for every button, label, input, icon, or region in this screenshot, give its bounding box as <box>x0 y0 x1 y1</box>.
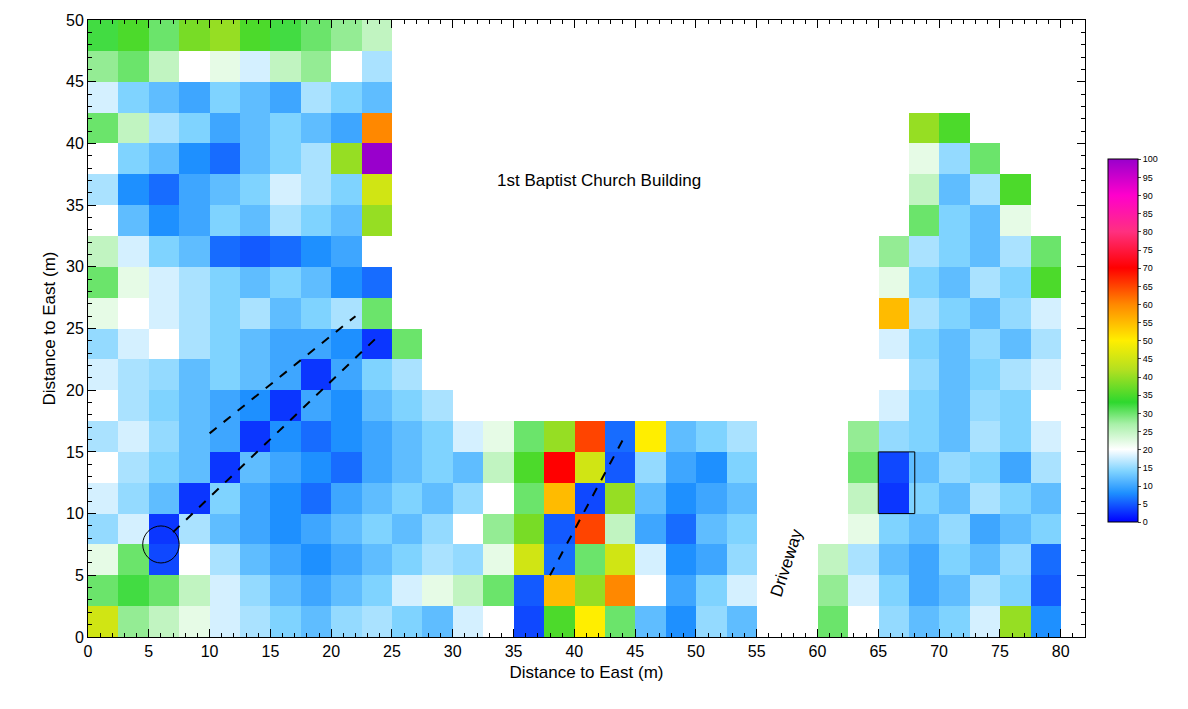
svg-text:20: 20 <box>322 643 340 660</box>
svg-text:20: 20 <box>1143 445 1153 455</box>
svg-text:10: 10 <box>1143 481 1153 491</box>
svg-text:55: 55 <box>748 643 766 660</box>
svg-text:75: 75 <box>1143 245 1153 255</box>
svg-text:75: 75 <box>991 643 1009 660</box>
svg-text:10: 10 <box>201 643 219 660</box>
svg-text:30: 30 <box>66 258 84 275</box>
svg-text:40: 40 <box>565 643 583 660</box>
svg-text:25: 25 <box>66 320 84 337</box>
svg-text:0: 0 <box>84 643 93 660</box>
svg-text:80: 80 <box>1052 643 1070 660</box>
svg-text:15: 15 <box>66 444 84 461</box>
svg-text:0: 0 <box>1143 517 1148 527</box>
svg-text:0: 0 <box>75 629 84 646</box>
svg-text:70: 70 <box>1143 263 1153 273</box>
svg-text:45: 45 <box>66 73 84 90</box>
svg-text:60: 60 <box>1143 300 1153 310</box>
svg-text:25: 25 <box>1143 427 1153 437</box>
svg-text:15: 15 <box>261 643 279 660</box>
svg-text:25: 25 <box>383 643 401 660</box>
svg-text:40: 40 <box>66 135 84 152</box>
svg-text:35: 35 <box>66 197 84 214</box>
svg-text:45: 45 <box>1143 354 1153 364</box>
svg-text:85: 85 <box>1143 209 1153 219</box>
svg-text:65: 65 <box>869 643 887 660</box>
svg-text:90: 90 <box>1143 191 1153 201</box>
svg-text:60: 60 <box>809 643 827 660</box>
svg-text:50: 50 <box>1143 336 1153 346</box>
svg-text:35: 35 <box>1143 390 1153 400</box>
svg-text:65: 65 <box>1143 282 1153 292</box>
svg-text:95: 95 <box>1143 173 1153 183</box>
svg-text:Distance to East (m): Distance to East (m) <box>510 663 664 682</box>
svg-text:30: 30 <box>1143 409 1153 419</box>
svg-text:5: 5 <box>75 567 84 584</box>
svg-text:20: 20 <box>66 382 84 399</box>
svg-text:Driveway: Driveway <box>767 526 807 599</box>
svg-text:50: 50 <box>66 12 84 29</box>
svg-text:50: 50 <box>687 643 705 660</box>
svg-text:Distance to East (m): Distance to East (m) <box>40 252 59 406</box>
svg-text:80: 80 <box>1143 227 1153 237</box>
svg-text:5: 5 <box>144 643 153 660</box>
svg-text:5: 5 <box>1143 499 1148 509</box>
svg-text:35: 35 <box>505 643 523 660</box>
svg-text:1st Baptist Church Building: 1st Baptist Church Building <box>497 171 701 190</box>
svg-text:30: 30 <box>444 643 462 660</box>
svg-text:100: 100 <box>1143 154 1158 164</box>
svg-text:15: 15 <box>1143 463 1153 473</box>
svg-text:40: 40 <box>1143 372 1153 382</box>
svg-text:45: 45 <box>626 643 644 660</box>
svg-text:55: 55 <box>1143 318 1153 328</box>
svg-text:70: 70 <box>930 643 948 660</box>
svg-text:10: 10 <box>66 505 84 522</box>
